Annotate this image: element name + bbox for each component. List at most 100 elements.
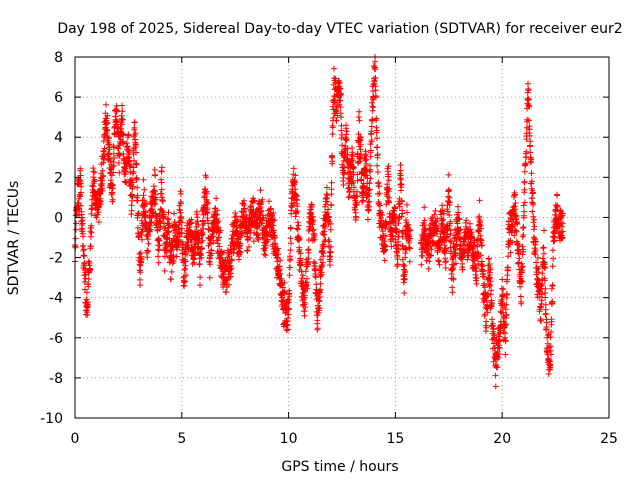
data-point <box>437 244 444 251</box>
data-point <box>120 132 127 139</box>
data-point <box>337 97 344 104</box>
data-point <box>502 338 509 345</box>
y-tick-label: 2 <box>54 170 63 186</box>
data-point <box>178 200 184 207</box>
data-point <box>309 213 316 220</box>
data-point <box>215 218 222 225</box>
data-point <box>366 198 373 205</box>
data-point <box>72 235 79 242</box>
data-point <box>131 145 138 152</box>
data-point <box>495 338 502 345</box>
data-point <box>459 260 466 267</box>
data-point <box>517 283 524 290</box>
data-point <box>325 214 332 221</box>
data-point <box>133 149 140 156</box>
data-point <box>526 103 533 110</box>
data-point <box>543 319 550 326</box>
y-tick-label: 4 <box>54 130 63 146</box>
data-point <box>286 293 293 300</box>
data-point <box>210 239 217 246</box>
data-point <box>171 210 177 217</box>
data-point <box>382 233 389 240</box>
data-point <box>397 162 404 168</box>
data-point <box>395 220 402 227</box>
data-point <box>370 88 376 95</box>
y-tick-label: -8 <box>49 371 63 387</box>
data-point <box>359 198 365 205</box>
data-point <box>511 203 518 210</box>
data-point <box>354 171 361 178</box>
y-tick-label: -4 <box>49 291 63 307</box>
data-point <box>483 318 490 325</box>
data-point <box>367 149 374 156</box>
data-point <box>295 222 302 229</box>
chart-title: Day 198 of 2025, Sidereal Day-to-day VTE… <box>57 21 622 37</box>
data-point <box>504 264 511 271</box>
data-point <box>292 186 299 193</box>
data-point <box>316 305 323 312</box>
data-point <box>526 126 533 133</box>
data-point <box>301 312 308 319</box>
data-point <box>520 246 527 253</box>
data-point <box>175 238 182 245</box>
data-point <box>372 87 379 94</box>
data-point <box>119 108 126 115</box>
data-point <box>277 257 284 264</box>
data-point <box>159 198 166 205</box>
data-point <box>366 203 373 210</box>
data-point <box>112 113 119 120</box>
data-point <box>405 221 412 228</box>
data-point <box>559 234 566 241</box>
data-point <box>376 190 383 197</box>
data-point <box>267 205 274 212</box>
y-tick-label: -10 <box>40 411 63 427</box>
data-point <box>100 148 107 155</box>
data-point <box>125 132 132 139</box>
data-point <box>194 218 201 225</box>
data-point <box>475 228 482 235</box>
data-point <box>473 275 480 282</box>
data-point <box>338 91 345 98</box>
data-point <box>367 166 374 173</box>
data-point <box>436 261 443 268</box>
data-point <box>111 144 117 151</box>
data-point <box>165 216 172 223</box>
data-point <box>525 87 532 94</box>
data-point <box>401 276 408 283</box>
data-point <box>196 261 203 267</box>
data-point <box>343 122 350 129</box>
data-point <box>447 218 454 225</box>
data-point <box>271 217 278 224</box>
data-point <box>324 192 331 199</box>
data-point <box>500 286 507 293</box>
data-point <box>392 205 399 212</box>
data-point <box>453 238 460 244</box>
data-point <box>513 228 520 235</box>
data-point <box>228 257 235 264</box>
data-point <box>125 146 132 153</box>
data-point <box>124 143 131 150</box>
data-point <box>338 114 344 121</box>
data-point <box>395 246 402 253</box>
data-point <box>557 207 564 214</box>
data-point <box>456 227 463 234</box>
data-point <box>333 117 340 124</box>
data-point <box>299 272 306 279</box>
data-point <box>155 247 162 254</box>
plot-frame <box>74 56 610 419</box>
data-point <box>329 152 336 159</box>
data-point <box>121 178 128 185</box>
data-point <box>78 189 84 196</box>
data-point <box>442 259 449 266</box>
data-point <box>131 119 138 126</box>
data-point <box>548 351 555 358</box>
data-point <box>87 233 94 240</box>
data-point <box>542 265 549 271</box>
data-point <box>457 226 464 233</box>
data-point <box>107 158 113 165</box>
data-point <box>540 250 547 257</box>
data-point <box>136 276 143 283</box>
data-point <box>85 276 92 282</box>
data-point <box>407 227 414 234</box>
data-point <box>404 201 410 208</box>
